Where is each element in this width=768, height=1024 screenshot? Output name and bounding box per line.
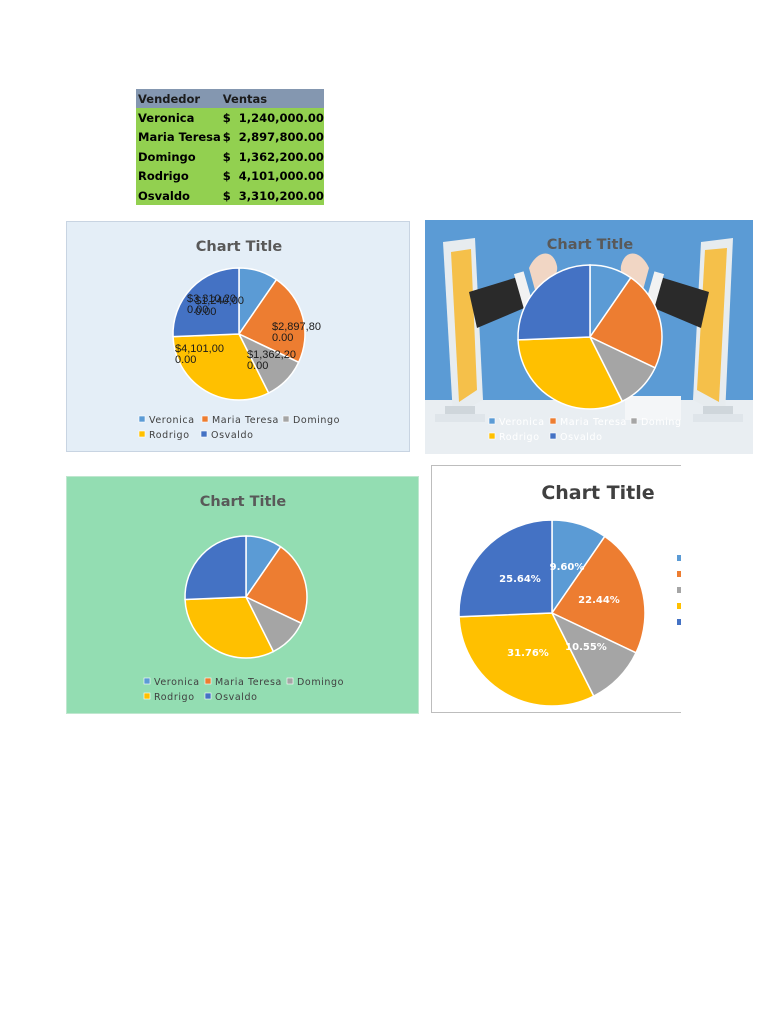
table-header-row: Vendedor Ventas (136, 89, 324, 109)
chart-3-legend-swatch-maria-teresa (204, 677, 212, 685)
cell-ventas: $ 3,310,200.00 (220, 185, 324, 206)
cell-vendedor: Maria Teresa (136, 127, 221, 148)
cell-vendedor: Osvaldo (136, 185, 221, 206)
chart-3-legend-osvaldo: Osvaldo (215, 692, 258, 703)
cell-vendedor: Domingo (136, 147, 221, 167)
chart-1-legend-swatch-maria-teresa (201, 415, 209, 423)
chart-2-legend-swatch-veronica (488, 417, 496, 425)
chart-1-legend-swatch-osvaldo (200, 430, 208, 438)
chart-2-panel[interactable]: Chart Title Veronica Maria Teresa Doming Ro… (425, 220, 753, 454)
chart-2-legend-veronica: Veronica (499, 417, 545, 428)
chart-2-legend-swatch-maria-teresa (549, 417, 557, 425)
chart-1-data-label-osvaldo: $3,310,20 0.00 (187, 293, 236, 316)
chart-4-legend-swatch-osvaldo (677, 619, 681, 625)
header-vendedor: Vendedor (136, 89, 221, 109)
chart-1-legend-domingo: Domingo (293, 415, 340, 426)
chart-3-slice-osvaldo[interactable] (184, 535, 247, 601)
chart-4-legend-swatch-domingo (677, 587, 681, 593)
chart-4-legend-swatch-rodrigo (677, 603, 681, 609)
table-row: Domingo $ 1,362,200.00 (136, 147, 324, 167)
chart-1-slice-osvaldo[interactable] (172, 267, 240, 338)
chart-2-legend-swatch-rodrigo (488, 432, 496, 440)
cell-ventas: $ 4,101,000.00 (220, 166, 324, 186)
chart-2-legend-maria-teresa: Maria Teresa (560, 417, 627, 428)
chart-1-data-label-rodrigo: $4,101,00 0.00 (175, 343, 224, 366)
chart-1-slice-rodrigo[interactable] (172, 333, 270, 401)
chart-3-title: Chart Title (200, 494, 287, 510)
chart-3-legend-swatch-veronica (143, 677, 151, 685)
cell-ventas: $ 1,362,200.00 (220, 147, 324, 167)
chart-1-data-label-maria-teresa: $2,897,80 0.00 (272, 321, 321, 344)
chart-3-legend-swatch-rodrigo (143, 692, 151, 700)
chart-4-data-label-rodrigo: 31.76% (507, 648, 549, 659)
chart-2-legend-domingo: Doming (641, 417, 682, 428)
chart-1-legend-osvaldo: Osvaldo (211, 430, 254, 441)
chart-2-legend-osvaldo: Osvaldo (560, 432, 603, 443)
chart-3-legend-maria-teresa: Maria Teresa (215, 677, 282, 688)
chart-1-legend-maria-teresa: Maria Teresa (212, 415, 279, 426)
table-row: Rodrigo $ 4,101,000.00 (136, 166, 324, 186)
monitor-right-icon (693, 238, 743, 422)
chart-4-slice-rodrigo[interactable] (458, 612, 595, 707)
chart-2-legend-swatch-domingo (630, 417, 638, 425)
chart-2-legend-swatch-osvaldo (549, 432, 557, 440)
chart-1-title: Chart Title (196, 239, 283, 255)
header-ventas: Ventas (220, 89, 324, 109)
chart-1-legend-swatch-domingo (282, 415, 290, 423)
chart-1-panel[interactable]: Chart Title $1,240,00 0.00 $2,897,80 0.00 $1… (66, 221, 410, 452)
chart-2-legend-rodrigo: Rodrigo (499, 432, 540, 443)
chart-2-svg: Chart Title Veronica Maria Teresa Doming Ro… (425, 237, 753, 454)
chart-1-legend-swatch-veronica (138, 415, 146, 423)
cell-vendedor: Veronica (136, 108, 221, 128)
table-row: Veronica $ 1,240,000.00 (136, 108, 324, 128)
cell-ventas: $ 2,897,800.00 (220, 127, 324, 148)
pedestal (625, 396, 681, 420)
chart-4-legend-swatch-maria-teresa (677, 571, 681, 577)
chart-3-legend-swatch-osvaldo (204, 692, 212, 700)
cell-ventas: $ 1,240,000.00 (220, 108, 324, 128)
chart-4-panel[interactable]: Chart Title 9.60% 22.44% 10.55% 31.76% 25.64… (431, 465, 681, 713)
chart-2-title: Chart Title (547, 237, 634, 253)
chart-3-svg: Chart Title Veronica Maria Teresa Domingo R… (143, 494, 344, 703)
chart-3-slice-rodrigo[interactable] (184, 596, 275, 659)
chart-1-data-label-domingo: $1,362,20 0.00 (247, 349, 296, 372)
chart-2-slice-rodrigo[interactable] (517, 336, 624, 410)
monitor-left-icon (435, 238, 485, 422)
chart-1-legend-veronica: Veronica (149, 415, 195, 426)
chart-1-data-label-veronica: $1,240,00 0.00 (195, 295, 244, 318)
chart-4-data-label-osvaldo: 25.64% (499, 574, 541, 585)
chart-4-title: Chart Title (541, 482, 654, 504)
table-row: Osvaldo $ 3,310,200.00 (136, 185, 324, 206)
chart-4-data-label-domingo: 10.55% (565, 642, 607, 653)
chart-3-legend-swatch-domingo (286, 677, 294, 685)
cell-vendedor: Rodrigo (136, 166, 221, 186)
chart-4-data-label-veronica: 9.60% (550, 562, 585, 573)
chart-4-legend-swatch-veronica (677, 555, 681, 561)
table-row: Maria Teresa $ 2,897,800.00 (136, 127, 324, 148)
chart-3-legend-rodrigo: Rodrigo (154, 692, 195, 703)
chart-4-svg: Chart Title 9.60% 22.44% 10.55% 31.76% 25.64… (458, 482, 681, 707)
chart-4-data-label-maria-teresa: 22.44% (578, 595, 620, 606)
chart-1-svg: Chart Title $1,240,00 0.00 $2,897,80 0.00 $1… (138, 239, 340, 441)
chart-3-legend-domingo: Domingo (297, 677, 344, 688)
chart-3-panel[interactable]: Chart Title Veronica Maria Teresa Domingo R… (66, 476, 419, 714)
chart-3-legend-veronica: Veronica (154, 677, 200, 688)
chart-2-slice-osvaldo[interactable] (517, 264, 591, 341)
chart-1-legend-rodrigo: Rodrigo (149, 430, 190, 441)
chart-4-slice-osvaldo[interactable] (458, 519, 553, 618)
sales-table: Vendedor Ventas Veronica $ 1,240,000.00 … (136, 89, 324, 206)
chart-1-legend-swatch-rodrigo (138, 430, 146, 438)
